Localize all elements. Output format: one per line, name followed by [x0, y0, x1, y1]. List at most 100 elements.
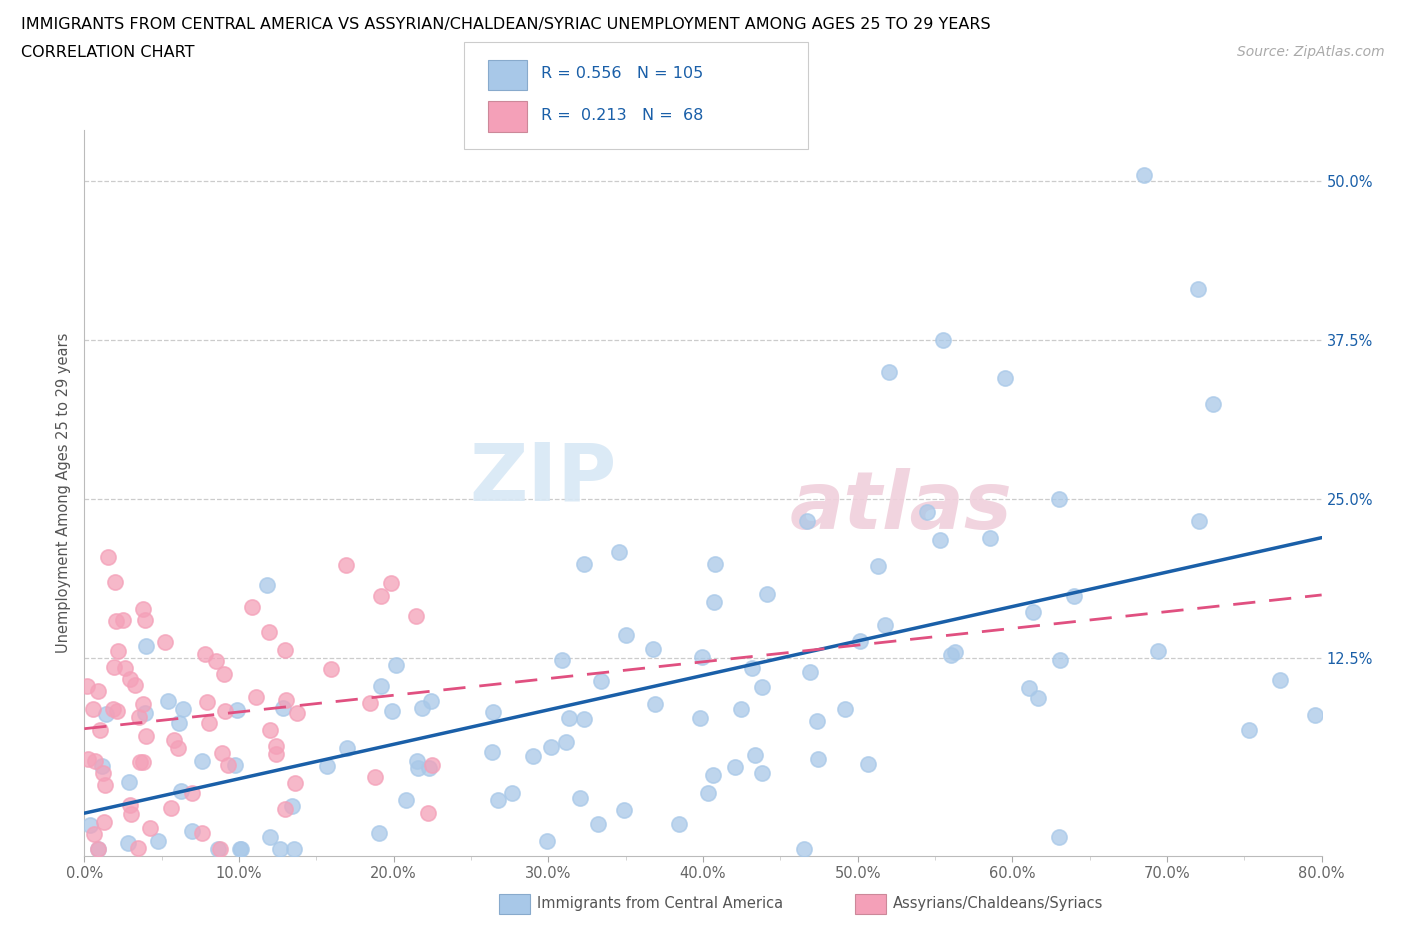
Point: [280, 799, 302, 814]
Point: [204, 654, 226, 669]
Point: [418, 805, 440, 820]
Point: [148, 833, 170, 848]
Point: [641, 642, 664, 657]
Point: [94, 777, 117, 792]
Point: [1026, 691, 1049, 706]
Point: [704, 557, 727, 572]
Point: [336, 740, 359, 755]
Point: [486, 792, 509, 807]
Point: [807, 751, 830, 766]
Point: [245, 690, 267, 705]
Point: [614, 628, 637, 643]
Point: [868, 559, 890, 574]
Point: [264, 747, 287, 762]
Point: [264, 738, 287, 753]
Point: [370, 589, 392, 604]
Point: [724, 760, 747, 775]
Point: [877, 365, 900, 379]
Point: [120, 807, 142, 822]
Point: [207, 842, 229, 857]
Point: [522, 749, 544, 764]
Point: [77, 751, 100, 766]
Point: [501, 785, 523, 800]
Text: atlas: atlas: [790, 469, 1012, 547]
Point: [380, 575, 402, 590]
Point: [214, 704, 236, 719]
Point: [385, 658, 408, 672]
Point: [114, 661, 136, 676]
Point: [229, 842, 252, 857]
Point: [284, 776, 307, 790]
Point: [405, 754, 427, 769]
Point: [572, 557, 595, 572]
Point: [163, 733, 186, 748]
Point: [97, 549, 120, 564]
Point: [120, 798, 142, 813]
Point: [240, 600, 263, 615]
Point: [271, 700, 294, 715]
Point: [257, 624, 280, 639]
Point: [394, 793, 416, 808]
Point: [741, 660, 763, 675]
Point: [83, 827, 105, 842]
Point: [118, 775, 141, 790]
Point: [668, 817, 690, 831]
Point: [132, 754, 155, 769]
Point: [172, 701, 194, 716]
Point: [197, 715, 219, 730]
Point: [702, 767, 724, 782]
Point: [806, 713, 828, 728]
Point: [269, 842, 291, 857]
Point: [1047, 829, 1070, 844]
Point: [83, 753, 105, 768]
Point: [225, 702, 247, 717]
Point: [212, 667, 235, 682]
Point: [793, 842, 815, 857]
Point: [132, 602, 155, 617]
Point: [180, 786, 202, 801]
Point: [1133, 167, 1156, 182]
Point: [128, 709, 150, 724]
Point: [104, 575, 127, 590]
Point: [943, 644, 966, 659]
Point: [751, 679, 773, 694]
Point: [482, 705, 505, 720]
Point: [79, 817, 101, 832]
Point: [834, 702, 856, 717]
Point: [481, 744, 503, 759]
Point: [132, 697, 155, 711]
Point: [103, 659, 125, 674]
Point: [316, 759, 339, 774]
Point: [1049, 653, 1071, 668]
Point: [91, 765, 114, 780]
Text: Source: ZipAtlas.com: Source: ZipAtlas.com: [1237, 45, 1385, 59]
Point: [1237, 723, 1260, 737]
Text: ZIP: ZIP: [470, 439, 616, 517]
Point: [756, 587, 779, 602]
Point: [335, 557, 357, 572]
Point: [406, 761, 429, 776]
Point: [191, 825, 214, 840]
Point: [363, 769, 385, 784]
Point: [572, 711, 595, 726]
Point: [259, 723, 281, 737]
Point: [858, 756, 880, 771]
Point: [134, 705, 156, 720]
Point: [1202, 396, 1225, 411]
Point: [321, 662, 343, 677]
Point: [420, 758, 443, 773]
Point: [751, 765, 773, 780]
Point: [381, 703, 404, 718]
Point: [107, 644, 129, 658]
Point: [558, 711, 581, 725]
Point: [419, 694, 441, 709]
Point: [1187, 282, 1209, 297]
Point: [1047, 492, 1070, 507]
Point: [796, 513, 818, 528]
Point: [96, 707, 118, 722]
Point: [1303, 708, 1326, 723]
Point: [939, 647, 962, 662]
Text: IMMIGRANTS FROM CENTRAL AMERICA VS ASSYRIAN/CHALDEAN/SYRIAC UNEMPLOYMENT AMONG A: IMMIGRANTS FROM CENTRAL AMERICA VS ASSYR…: [21, 17, 991, 32]
Point: [211, 746, 233, 761]
Text: R =  0.213   N =  68: R = 0.213 N = 68: [541, 108, 703, 124]
